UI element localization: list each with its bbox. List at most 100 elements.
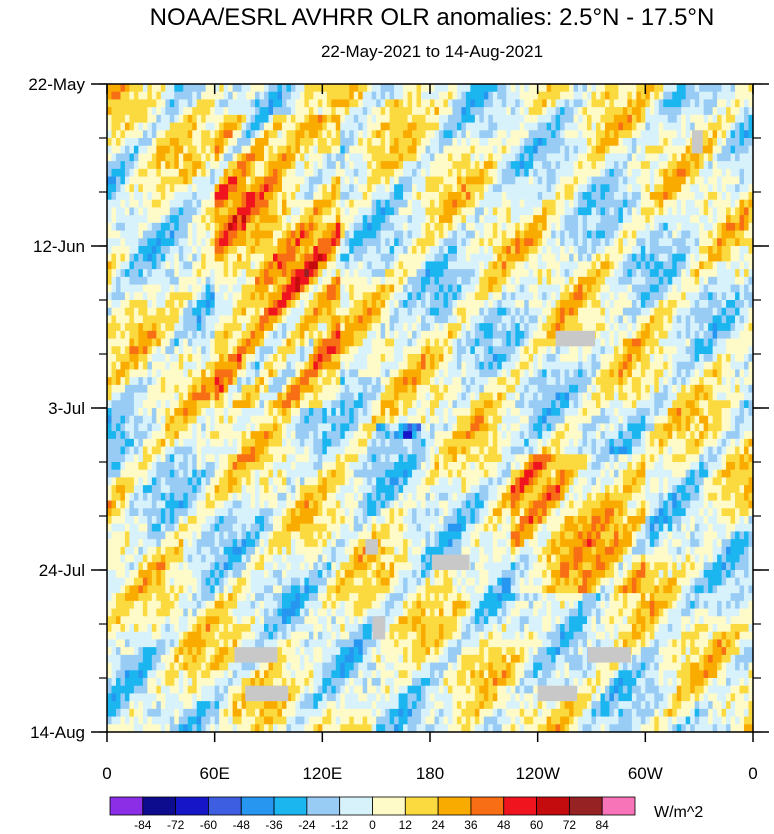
- field-cell: [591, 84, 597, 93]
- field-cell: [326, 130, 332, 139]
- field-cell: [434, 84, 440, 93]
- field-cell: [156, 199, 162, 208]
- field-cell: [739, 91, 745, 100]
- field-cell: [394, 300, 399, 309]
- field-cell: [156, 346, 162, 355]
- field-cell: [582, 161, 588, 170]
- field-cell: [421, 230, 426, 239]
- field-cell: [474, 346, 480, 355]
- field-cell: [192, 238, 198, 247]
- field-cell: [685, 230, 691, 239]
- field-cell: [394, 99, 399, 108]
- field-cell: [344, 323, 350, 332]
- field-cell: [241, 222, 247, 231]
- field-cell: [196, 168, 202, 177]
- field-cell: [416, 176, 422, 185]
- field-cell: [295, 284, 301, 293]
- field-cell: [147, 153, 153, 162]
- field-cell: [452, 222, 458, 231]
- field-cell: [299, 138, 305, 147]
- field-cell: [474, 323, 480, 332]
- field-cell: [340, 107, 346, 116]
- field-cell: [264, 338, 269, 347]
- field-cell: [443, 330, 449, 339]
- field-cell: [389, 253, 395, 262]
- field-cell: [667, 192, 673, 201]
- field-cell: [595, 230, 601, 239]
- field-cell: [587, 215, 592, 224]
- field-cell: [156, 300, 162, 309]
- field-cell: [264, 192, 269, 201]
- field-cell: [385, 276, 391, 285]
- field-cell: [376, 300, 382, 309]
- field-cell: [165, 199, 171, 208]
- field-cell: [627, 246, 633, 255]
- field-cell: [524, 161, 530, 170]
- field-cell: [394, 84, 399, 93]
- field-cell: [560, 99, 565, 108]
- field-cell: [268, 230, 274, 239]
- field-cell: [412, 300, 417, 309]
- field-cell: [380, 330, 386, 339]
- field-cell: [349, 192, 355, 201]
- field-cell: [272, 130, 278, 139]
- field-cell: [430, 276, 435, 285]
- field-cell: [362, 246, 368, 255]
- field-cell: [595, 99, 601, 108]
- field-cell: [685, 99, 691, 108]
- field-cell: [425, 230, 431, 239]
- field-cell: [461, 300, 467, 309]
- field-cell: [120, 122, 126, 131]
- field-cell: [658, 300, 664, 309]
- field-cell: [510, 307, 516, 316]
- field-cell: [497, 269, 503, 278]
- field-cell: [676, 323, 682, 332]
- field-cell: [703, 161, 709, 170]
- field-cell: [497, 114, 503, 123]
- field-cell: [214, 199, 220, 208]
- field-cell: [219, 315, 225, 324]
- field-cell: [726, 300, 731, 309]
- field-cell: [196, 276, 202, 285]
- field-cell: [389, 168, 395, 177]
- field-cell: [174, 284, 180, 293]
- field-cell: [636, 261, 642, 270]
- field-cell: [219, 122, 225, 131]
- field-cell: [654, 323, 660, 332]
- field-cell: [694, 246, 700, 255]
- field-cell: [582, 207, 588, 216]
- field-cell: [600, 184, 606, 193]
- field-cell: [627, 292, 633, 301]
- field-cell: [326, 99, 332, 108]
- field-cell: [407, 176, 413, 185]
- field-cell: [147, 138, 153, 147]
- field-cell: [515, 107, 521, 116]
- field-cell: [223, 307, 229, 316]
- field-cell: [367, 346, 373, 355]
- field-cell: [174, 192, 180, 201]
- field-cell: [488, 107, 494, 116]
- field-cell: [748, 176, 753, 185]
- field-cell: [712, 107, 718, 116]
- field-cell: [654, 145, 660, 154]
- field-cell: [362, 230, 368, 239]
- field-cell: [452, 114, 458, 123]
- field-cell: [546, 346, 552, 355]
- field-cell: [631, 238, 637, 247]
- field-cell: [340, 292, 346, 301]
- field-cell: [353, 84, 359, 93]
- field-cell: [358, 276, 364, 285]
- field-cell: [649, 246, 655, 255]
- field-cell: [438, 130, 444, 139]
- field-cell: [551, 307, 557, 316]
- field-cell: [452, 84, 458, 93]
- field-cell: [524, 246, 530, 255]
- field-cell: [573, 315, 579, 324]
- field-cell: [434, 276, 440, 285]
- field-cell: [169, 130, 175, 139]
- field-cell: [438, 246, 444, 255]
- field-cell: [358, 192, 364, 201]
- field-cell: [412, 176, 417, 185]
- field-cell: [555, 99, 561, 108]
- field-cell: [201, 284, 207, 293]
